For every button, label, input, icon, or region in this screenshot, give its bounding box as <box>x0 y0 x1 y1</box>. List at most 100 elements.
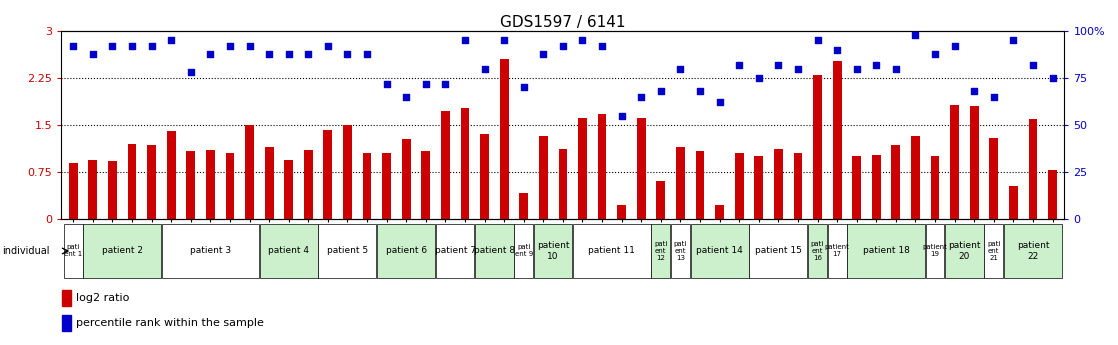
FancyBboxPatch shape <box>926 224 945 278</box>
Text: patient
10: patient 10 <box>537 241 569 261</box>
Point <box>965 88 983 94</box>
Point <box>514 85 532 90</box>
Bar <box>382 153 391 219</box>
Text: individual: individual <box>2 246 49 256</box>
Bar <box>695 151 704 219</box>
Point <box>378 81 396 87</box>
Bar <box>323 130 332 219</box>
FancyBboxPatch shape <box>671 224 690 278</box>
Bar <box>950 105 959 219</box>
Point <box>240 43 258 49</box>
Bar <box>167 131 176 219</box>
Point <box>339 51 357 56</box>
Bar <box>969 106 978 219</box>
Bar <box>637 118 646 219</box>
Point <box>672 66 690 71</box>
Text: patient 6: patient 6 <box>386 246 427 256</box>
Bar <box>716 205 724 219</box>
Point <box>65 43 83 49</box>
Bar <box>598 114 606 219</box>
Text: pati
ent 9: pati ent 9 <box>514 245 533 257</box>
Bar <box>891 145 900 219</box>
Point <box>319 43 337 49</box>
Bar <box>480 135 489 219</box>
Text: pati
ent 1: pati ent 1 <box>64 245 83 257</box>
Point <box>613 113 631 118</box>
Bar <box>500 59 509 219</box>
Point <box>946 43 964 49</box>
FancyBboxPatch shape <box>64 224 83 278</box>
Text: pati
ent
12: pati ent 12 <box>654 241 667 261</box>
Bar <box>61 315 72 331</box>
Text: patient
19: patient 19 <box>922 245 947 257</box>
Text: patient 5: patient 5 <box>326 246 368 256</box>
Point <box>475 66 493 71</box>
FancyBboxPatch shape <box>259 224 318 278</box>
FancyBboxPatch shape <box>534 224 572 278</box>
Point <box>104 43 122 49</box>
Text: patient 11: patient 11 <box>588 246 635 256</box>
Bar <box>1049 170 1057 219</box>
Point <box>652 88 670 94</box>
Text: percentile rank within the sample: percentile rank within the sample <box>76 318 264 328</box>
FancyBboxPatch shape <box>1004 224 1062 278</box>
Bar <box>148 145 157 219</box>
Text: patient 2: patient 2 <box>102 246 143 256</box>
Bar <box>440 111 449 219</box>
Point <box>182 70 200 75</box>
Point <box>594 43 612 49</box>
Bar <box>206 150 215 219</box>
Point <box>201 51 219 56</box>
Bar <box>127 144 136 219</box>
Point <box>280 51 297 56</box>
Bar <box>245 125 254 219</box>
Bar <box>343 125 352 219</box>
Point <box>436 81 454 87</box>
Point <box>358 51 376 56</box>
Bar <box>794 152 803 219</box>
Bar <box>578 118 587 219</box>
Point <box>887 66 904 71</box>
Bar <box>1029 119 1038 219</box>
FancyBboxPatch shape <box>162 224 259 278</box>
Bar <box>284 159 293 219</box>
Point <box>907 32 925 38</box>
Text: patient
17: patient 17 <box>825 245 850 257</box>
FancyBboxPatch shape <box>945 224 984 278</box>
Point <box>300 51 318 56</box>
Bar <box>656 181 665 219</box>
Point <box>1043 75 1061 81</box>
FancyBboxPatch shape <box>847 224 925 278</box>
Point <box>769 62 787 68</box>
Bar <box>930 156 939 219</box>
Bar <box>989 138 998 219</box>
Bar <box>69 163 77 219</box>
Point <box>84 51 102 56</box>
Point <box>711 100 729 105</box>
Bar <box>774 149 783 219</box>
Bar <box>421 151 430 219</box>
Text: patient
20: patient 20 <box>948 241 980 261</box>
Point <box>691 88 709 94</box>
Point <box>495 38 513 43</box>
Point <box>260 51 278 56</box>
Text: patient 3: patient 3 <box>190 246 231 256</box>
Point <box>1024 62 1042 68</box>
Bar <box>559 149 567 219</box>
Bar <box>852 156 861 219</box>
Bar <box>187 151 196 219</box>
Bar <box>226 153 235 219</box>
Text: patient 8: patient 8 <box>474 246 515 256</box>
Text: pati
ent
13: pati ent 13 <box>674 241 688 261</box>
Text: log2 ratio: log2 ratio <box>76 293 130 303</box>
Point <box>417 81 435 87</box>
Point <box>143 43 161 49</box>
Title: GDS1597 / 6141: GDS1597 / 6141 <box>500 15 626 30</box>
Text: patient 18: patient 18 <box>863 246 910 256</box>
Point <box>553 43 571 49</box>
Point <box>847 66 865 71</box>
Bar <box>265 147 274 219</box>
Text: pati
ent
21: pati ent 21 <box>987 241 1001 261</box>
Bar <box>61 290 72 306</box>
Point <box>162 38 180 43</box>
